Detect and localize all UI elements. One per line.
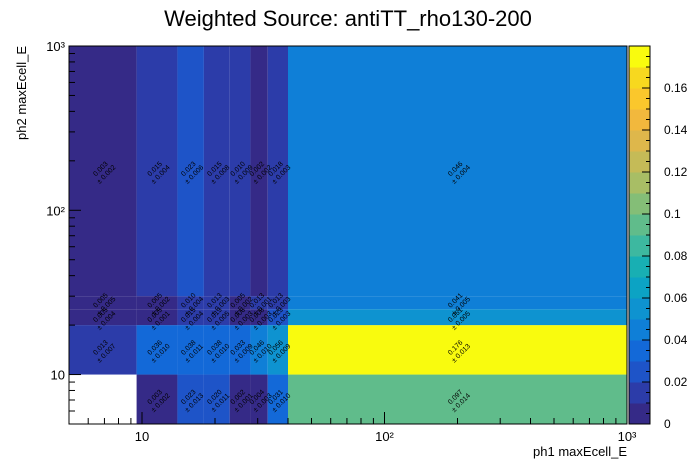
colorbar-tick-label: 0.1 [664,207,681,221]
x-tick-label: 10² [375,429,394,444]
heatmap-cell [229,46,251,297]
heatmap-cell [203,374,230,424]
heatmap-cell [229,296,251,310]
colorbar-segment [629,235,650,257]
heatmap-cell [136,296,178,310]
colorbar-tick-label: 0.02 [664,375,688,389]
heatmap-cell [136,46,178,297]
colorbar-segment [629,361,650,383]
heatmap-cell [203,309,230,326]
heatmap-cell [69,325,137,375]
colorbar-segment [629,151,650,173]
heatmap-cell [69,309,137,326]
heatmap-cell [287,46,627,297]
colorbar-segment [629,319,650,341]
colorbar-segment [629,193,650,215]
colorbar-tick-label: 0 [664,417,671,431]
colorbar-segment [629,340,650,362]
x-axis-title: ph1 maxEcell_E [533,444,627,459]
heatmap-cell [177,46,204,297]
colorbar-segment [629,403,650,425]
heatmap-cell [177,309,204,326]
colorbar-segment [629,298,650,320]
heatmap-cell [177,374,204,424]
colorbar-tick-label: 0.12 [664,165,688,179]
heatmap-cell [250,309,268,326]
colorbar-segment [629,109,650,131]
x-tick-label: 10 [135,429,149,444]
heatmap-cell [229,374,251,424]
y-axis-title: ph2 maxEcell_E [14,46,29,140]
colorbar-segment [629,382,650,404]
plot-frame [68,45,628,425]
heatmap-cell [136,325,178,375]
chart-title: Weighted Source: antiTT_rho130-200 [164,6,532,31]
colorbar-tick-label: 0.04 [664,333,688,347]
heatmap-cell [69,296,137,310]
colorbar-tick-label: 0.08 [664,249,688,263]
heatmap-cell [267,325,288,375]
heatmap-cell [287,296,627,310]
colorbar-tick-label: 0.16 [664,81,688,95]
heatmap-cell [136,309,178,326]
heatmap-cell [267,374,288,424]
axes: 10 10² 10³ 10 10² 10³ [46,39,637,444]
heatmap-cell [203,46,230,297]
heatmap-cell [229,309,251,326]
heatmap-cell [69,46,137,297]
x-tick-label: 10³ [618,429,637,444]
heatmap-cell [203,325,230,375]
heatmap-cell [267,46,288,297]
heatmap-cell [250,325,268,375]
y-tick-label: 10² [46,203,65,218]
heatmap-cell [267,296,288,310]
heatmap-cell [203,296,230,310]
heatmap-cell [287,309,627,326]
heatmap-cell [250,374,268,424]
colorbar-segment [629,172,650,194]
colorbar-segment [629,256,650,278]
y-tick-label: 10 [51,368,65,383]
heatmap-cell [250,296,268,310]
colorbar-tick-label: 0.06 [664,291,688,305]
heatmap-cell [177,296,204,310]
colorbar-segment [629,214,650,236]
heatmap-cell [287,325,627,375]
colorbar-segment [629,88,650,110]
colorbar-segment [629,67,650,89]
colorbar: 0 0.02 0.04 0.06 0.08 0.1 0.12 0.14 0.16 [628,45,688,431]
heatmap-cell [267,309,288,326]
heatmap-cell [136,374,178,424]
heatmap-cell [250,46,268,297]
heatmap-cells [69,46,627,424]
heatmap-cell [229,325,251,375]
y-tick-label: 10³ [46,39,65,54]
heatmap-cell [287,374,627,424]
colorbar-segment [629,277,650,299]
colorbar-tick-label: 0.14 [664,123,688,137]
colorbar-segment [629,130,650,152]
colorbar-segment [629,46,650,68]
heatmap-cell [177,325,204,375]
